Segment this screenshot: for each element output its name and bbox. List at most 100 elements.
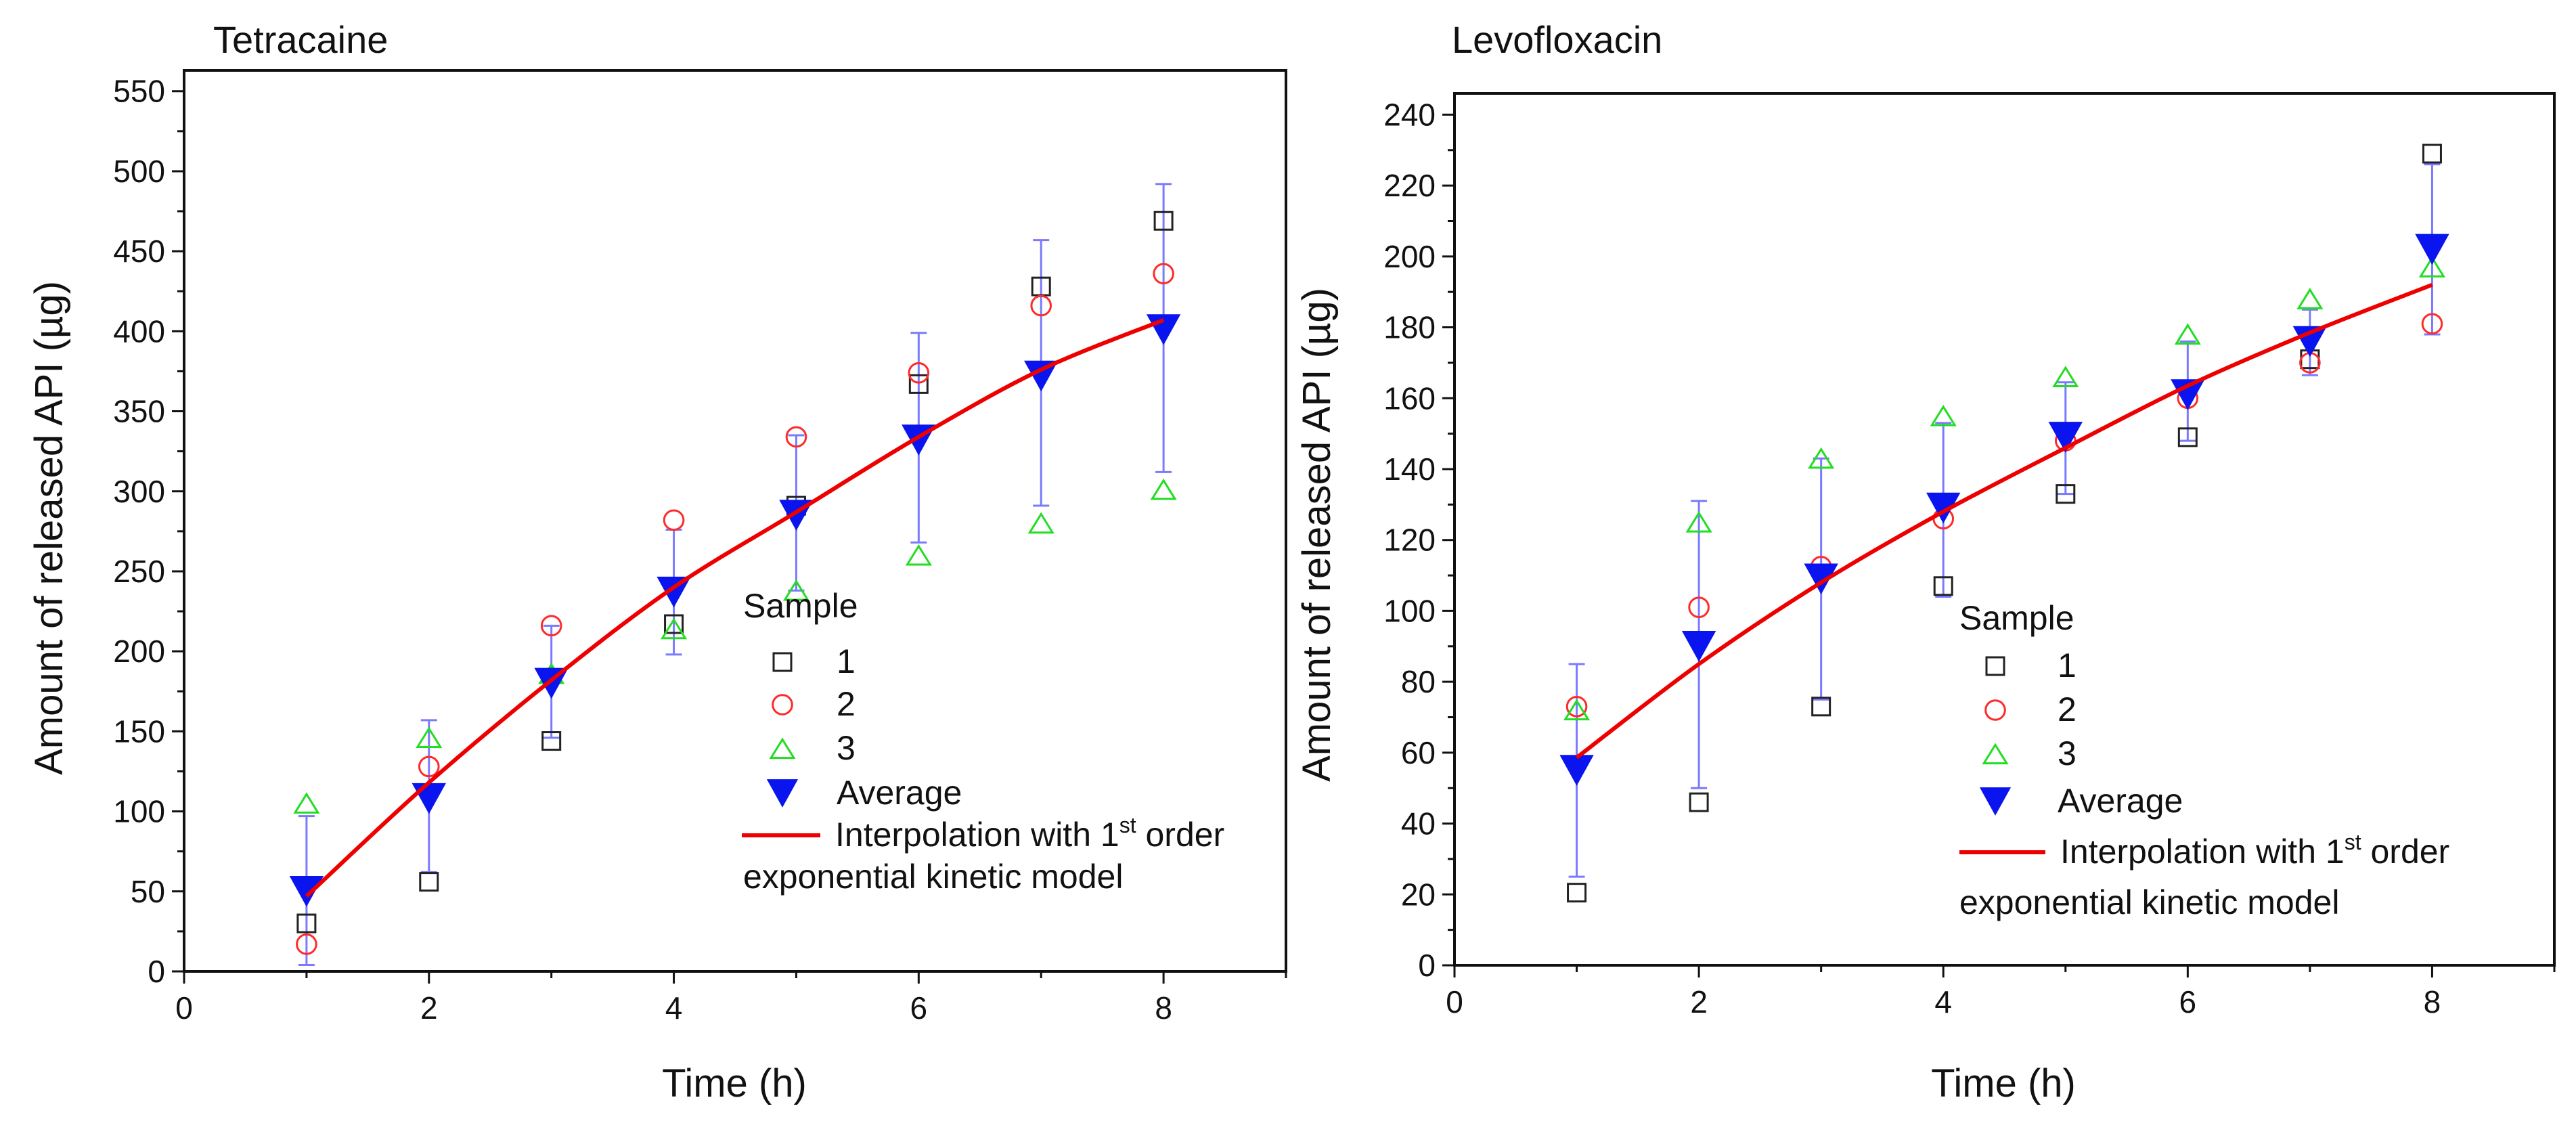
y-tick-label: 140 bbox=[1383, 452, 1436, 487]
average-point bbox=[2048, 422, 2083, 453]
y-tick-label: 50 bbox=[131, 874, 165, 909]
sample-1-point bbox=[1567, 883, 1587, 903]
legend-label: 1 bbox=[2058, 646, 2077, 684]
sample-3-point bbox=[905, 544, 932, 566]
legend-marker-circle bbox=[772, 694, 793, 716]
y-tick-label: 500 bbox=[113, 154, 165, 189]
sample-1-point bbox=[541, 731, 562, 751]
sample-3-point bbox=[1930, 404, 1957, 426]
legend-fit-label: Interpolation with 1st order bbox=[835, 813, 1224, 854]
sample-1-point bbox=[2177, 427, 2198, 447]
y-tick-label: 450 bbox=[113, 234, 165, 269]
sample-2-point bbox=[663, 509, 685, 531]
legend-label: 2 bbox=[2058, 690, 2077, 728]
average-point bbox=[2292, 326, 2328, 357]
sample-1-point bbox=[1933, 576, 1953, 596]
average-point bbox=[289, 875, 324, 907]
sample-1-point bbox=[419, 872, 439, 892]
y-tick-label: 300 bbox=[113, 474, 165, 509]
average-point bbox=[1681, 630, 1716, 662]
average-point bbox=[1146, 314, 1181, 345]
sample-1-point bbox=[664, 614, 684, 634]
x-tick-label: 8 bbox=[1155, 990, 1172, 1026]
y-tick-label: 40 bbox=[1401, 806, 1436, 841]
average-point bbox=[412, 783, 446, 814]
legend-fit-superscript: st bbox=[2345, 830, 2361, 854]
x-tick-label: 6 bbox=[910, 990, 928, 1026]
sample-2-point bbox=[2421, 313, 2443, 335]
y-tick-label: 100 bbox=[1383, 593, 1436, 628]
y-tick-label: 220 bbox=[1383, 168, 1436, 203]
legend-marker-triangle-up bbox=[1982, 743, 2009, 765]
sample-1-point bbox=[2422, 144, 2442, 164]
plot-frame bbox=[1453, 92, 2556, 967]
sample-1-point bbox=[1811, 697, 1831, 717]
sample-2-point bbox=[418, 755, 440, 778]
y-tick-label: 250 bbox=[113, 554, 165, 589]
x-tick-label: 2 bbox=[420, 990, 438, 1026]
sample-2-point bbox=[785, 426, 807, 448]
x-axis-label: Time (h) bbox=[662, 1061, 807, 1105]
y-tick-label: 0 bbox=[1418, 948, 1436, 983]
sample-2-point bbox=[1153, 263, 1174, 285]
average-point bbox=[657, 576, 691, 608]
plot-frame bbox=[183, 69, 1287, 973]
sample-2-point bbox=[1565, 695, 1588, 718]
sample-3-point bbox=[293, 792, 320, 814]
y-tick-label: 120 bbox=[1383, 523, 1436, 558]
sample-2-point bbox=[540, 615, 562, 637]
sample-3-point bbox=[1808, 447, 1835, 469]
sample-3-point bbox=[416, 726, 443, 748]
fit-curve bbox=[1575, 282, 2433, 760]
legend-label: 2 bbox=[837, 685, 856, 723]
y-tick-label: 80 bbox=[1401, 664, 1436, 699]
average-point bbox=[2415, 234, 2449, 265]
average-point bbox=[1024, 360, 1059, 392]
sample-1-point bbox=[908, 374, 929, 394]
y-tick-label: 150 bbox=[113, 713, 165, 749]
sample-3-point bbox=[2418, 256, 2446, 278]
y-axis-label: Amount of released API (µg) bbox=[1295, 288, 1339, 782]
legend-fit-text: order bbox=[2361, 833, 2450, 871]
average-point bbox=[2171, 379, 2205, 410]
y-tick-label: 200 bbox=[1383, 239, 1436, 274]
chart-title: Levofloxacin bbox=[1452, 18, 1662, 61]
chart-levofloxacin: Levofloxacin Time (h) Amount of released… bbox=[1295, 18, 2556, 1105]
sample-3-point bbox=[2052, 366, 2079, 388]
sample-1-point bbox=[296, 913, 317, 933]
legend-fit-label-line2: exponential kinetic model bbox=[1959, 883, 2339, 921]
y-tick-label: 100 bbox=[113, 794, 165, 829]
y-tick-label: 20 bbox=[1401, 877, 1436, 912]
sample-1-point bbox=[1153, 211, 1174, 231]
y-tick-label: 180 bbox=[1383, 310, 1436, 345]
legend-marker-triangle-up bbox=[769, 737, 796, 760]
x-tick-label: 0 bbox=[175, 990, 193, 1026]
y-tick-label: 60 bbox=[1401, 735, 1436, 770]
legend-title: Sample bbox=[743, 587, 858, 625]
legend-marker-triangle-down bbox=[1979, 787, 2012, 816]
y-tick-label: 350 bbox=[113, 394, 165, 429]
legend-title: Sample bbox=[1959, 599, 2074, 637]
legend-label: Average bbox=[2058, 782, 2183, 820]
sample-2-point bbox=[908, 362, 930, 384]
sample-2-point bbox=[1030, 294, 1052, 317]
legend-fit-label: Interpolation with 1st order bbox=[2060, 830, 2449, 871]
average-point bbox=[1926, 492, 1961, 524]
legend-fit-label-line2: exponential kinetic model bbox=[743, 858, 1123, 896]
legend-fit-superscript: st bbox=[1119, 813, 1136, 837]
sample-3-point bbox=[1150, 478, 1177, 500]
sample-1-point bbox=[1689, 792, 1709, 812]
x-tick-label: 2 bbox=[1690, 984, 1708, 1019]
legend-fit-text: order bbox=[1136, 816, 1225, 854]
chart-title: Tetracaine bbox=[213, 18, 388, 61]
x-tick-label: 8 bbox=[2424, 984, 2441, 1019]
sample-3-point bbox=[660, 617, 688, 640]
sample-3-point bbox=[2296, 288, 2324, 309]
x-tick-label: 6 bbox=[2179, 984, 2197, 1019]
sample-1-point bbox=[2056, 484, 2076, 504]
average-point bbox=[1804, 563, 1838, 595]
legend-fit-text: Interpolation with 1 bbox=[835, 816, 1119, 854]
